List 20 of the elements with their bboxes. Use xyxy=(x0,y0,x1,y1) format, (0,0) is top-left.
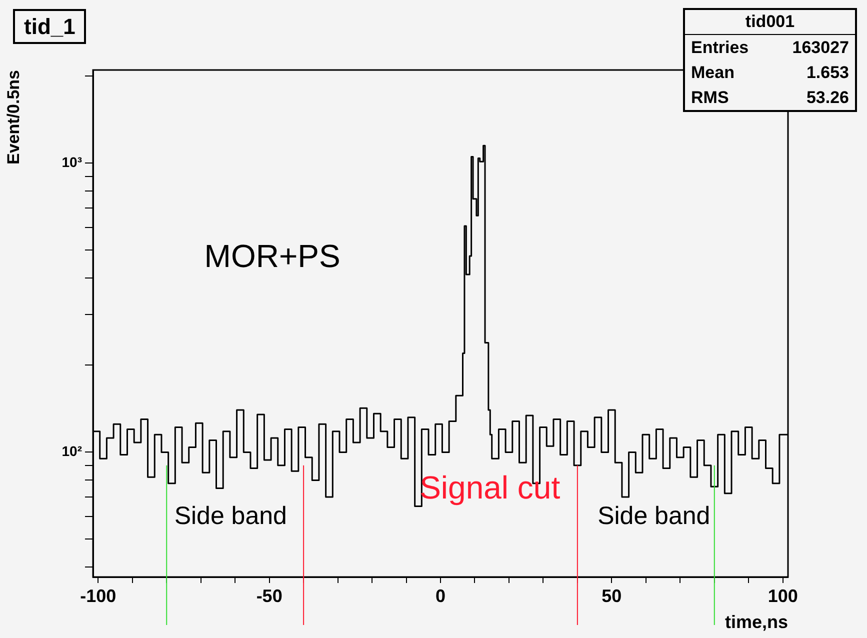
x-tick-label: 100 xyxy=(768,586,798,606)
chart-title: tid_1 xyxy=(13,9,86,44)
text: tid001 xyxy=(685,10,855,35)
y-tick-label: 10² xyxy=(62,443,82,460)
annotation: Side band xyxy=(598,502,710,530)
text: 163027 xyxy=(792,37,849,59)
annotation: MOR+PS xyxy=(204,238,340,274)
x-tick-label: -50 xyxy=(256,586,282,606)
x-tick-label: 0 xyxy=(435,586,446,606)
text: 1.653 xyxy=(806,62,849,84)
x-tick-label: 50 xyxy=(602,586,622,606)
annotation: RMS xyxy=(691,87,729,109)
y-axis-title: Event/0.5ns xyxy=(4,70,23,164)
y-tick-label: 10³ xyxy=(62,154,82,170)
annotation: Side band xyxy=(174,502,287,530)
annotation: Mean xyxy=(691,62,734,84)
x-tick-label: -100 xyxy=(80,586,116,606)
x-axis-title: time,ns xyxy=(724,612,788,632)
text: Entries xyxy=(691,37,749,59)
text: 53.26 xyxy=(806,87,849,109)
